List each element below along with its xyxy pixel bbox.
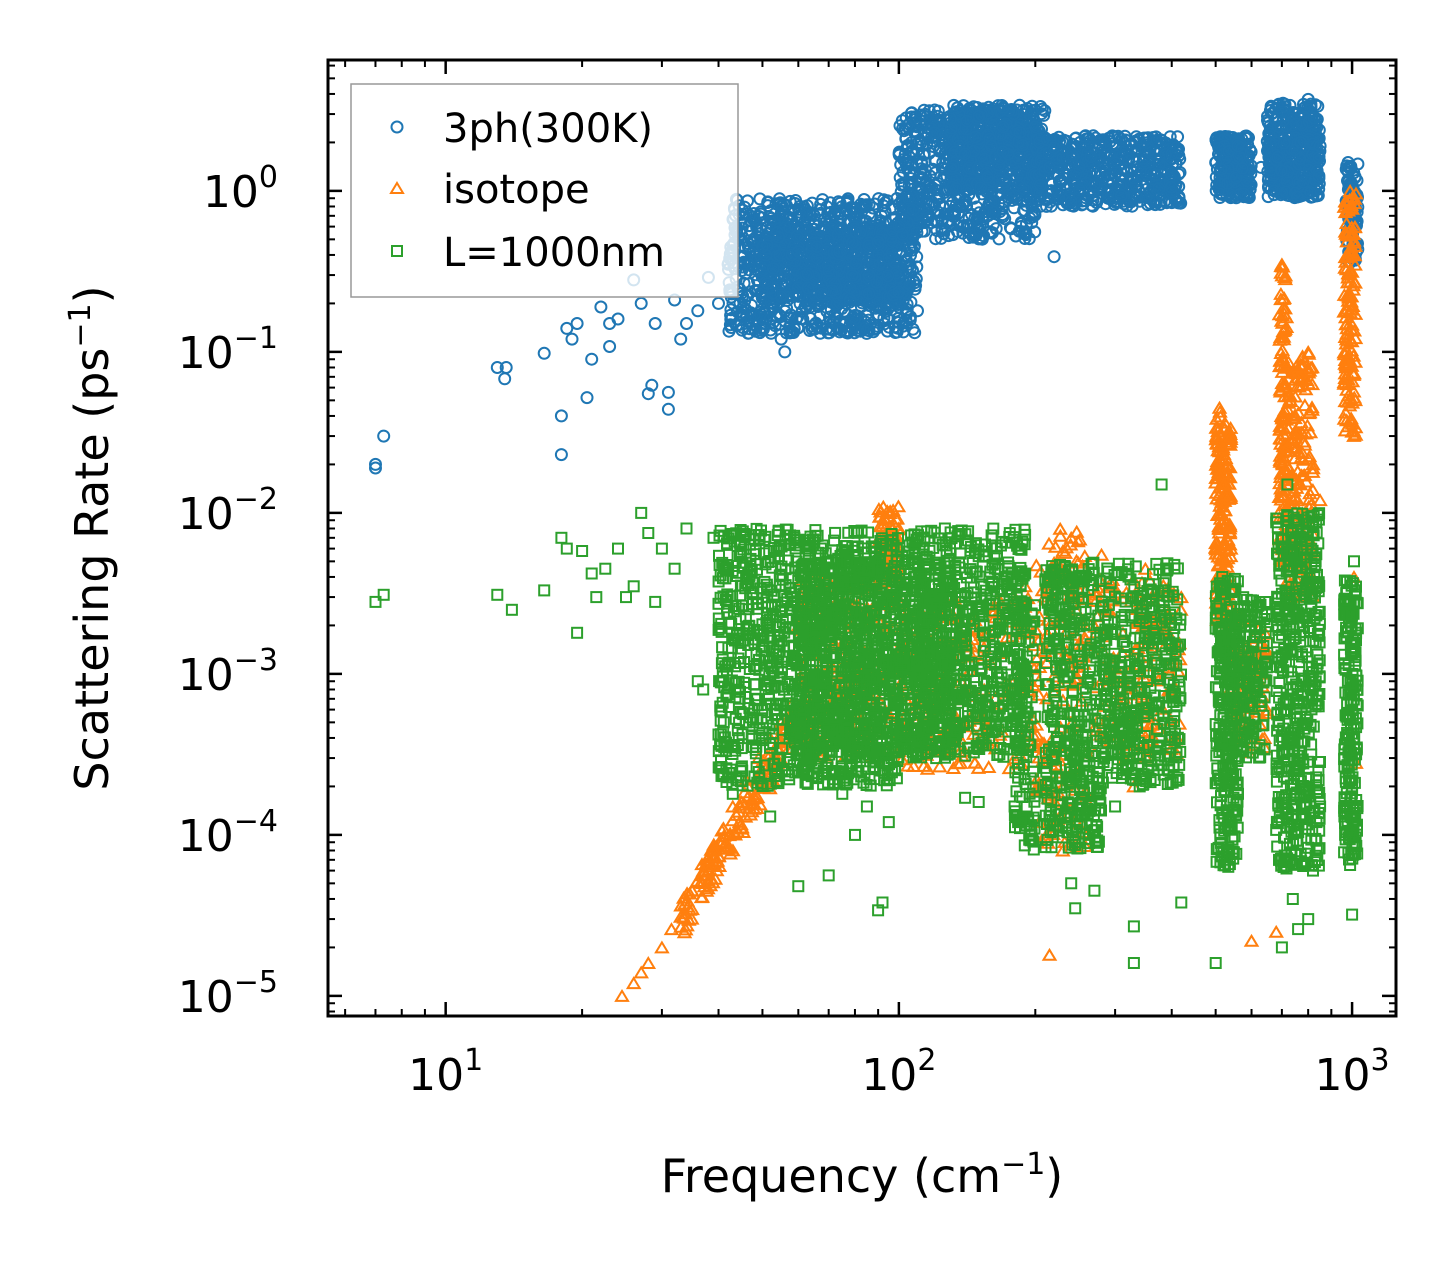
data-point-3ph300k-745: [908, 326, 922, 340]
data-point-3ph300k-1035: [780, 290, 794, 304]
data-point-3ph300k-861: [858, 321, 872, 335]
data-point-3ph300k-1380: [791, 222, 804, 236]
data-point-3ph300k-860: [743, 285, 757, 299]
data-point-3ph300k-561: [828, 205, 842, 219]
data-point-3ph300k-1387: [892, 285, 906, 299]
data-point-3ph300k-869: [789, 312, 803, 326]
data-point-3ph300k-1393: [862, 286, 876, 300]
data-point-3ph300k-789: [853, 321, 867, 335]
data-point-3ph300k-879: [735, 305, 749, 319]
data-point-3ph300k-804: [848, 312, 861, 326]
data-point-3ph300k-1333: [807, 270, 821, 284]
data-point-3ph300k-1273: [808, 288, 822, 302]
data-point-3ph300k-1160: [792, 289, 806, 302]
data-point-3ph300k-785: [900, 316, 914, 330]
data-point-3ph300k-1695: [1007, 201, 1021, 215]
data-point-3ph300k-1394: [815, 287, 829, 301]
data-point-3ph300k-719: [908, 282, 922, 296]
data-point-3ph300k-1348: [870, 275, 884, 289]
data-point-3ph300k-1373: [791, 281, 805, 295]
data-point-3ph300k-799: [753, 192, 767, 206]
data-point-3ph300k-1365: [828, 277, 842, 291]
data-point-3ph300k-1368: [772, 230, 786, 244]
data-point-3ph300k-1331: [805, 239, 819, 253]
data-point-3ph300k-1335: [778, 238, 792, 252]
data-point-3ph300k-1298: [766, 287, 779, 301]
data-point-3ph300k-475: [761, 195, 775, 209]
data-point-3ph300k-1398: [840, 245, 854, 259]
data-point-3ph300k-1384: [766, 262, 780, 275]
data-point-3ph300k-566: [904, 295, 918, 309]
data-point-3ph300k-1323: [848, 238, 862, 252]
data-point-3ph300k-358: [726, 296, 740, 310]
data-point-3ph300k-1389: [801, 267, 815, 281]
data-point-3ph300k-1363: [845, 269, 859, 282]
data-point-3ph300k-1386: [790, 229, 804, 243]
data-point-3ph300k-856: [775, 199, 789, 212]
data-point-3ph300k-880: [814, 206, 828, 220]
data-point-3ph300k-846: [903, 313, 917, 327]
data-point-3ph300k-863: [746, 210, 760, 224]
data-point-3ph300k-874: [860, 323, 874, 337]
data-point-3ph300k-865: [859, 200, 873, 214]
data-point-3ph300k-498: [761, 199, 775, 213]
data-point-3ph300k-840: [844, 201, 858, 214]
data-point-3ph300k-814: [813, 309, 827, 323]
data-point-3ph300k-1375: [783, 220, 797, 234]
data-point-3ph300k-1357: [761, 277, 774, 291]
data-point-3ph300k-795: [857, 198, 871, 212]
data-point-3ph300k-1344: [881, 269, 895, 283]
data-point-3ph300k-864: [839, 324, 852, 338]
data-point-3ph300k-1345: [760, 239, 774, 252]
data-point-3ph300k-833: [821, 326, 835, 340]
data-point-3ph300k-1383: [849, 257, 863, 270]
data-point-3ph300k-831: [741, 326, 755, 340]
data-points-layer: [369, 92, 1365, 1002]
data-point-3ph300k-735: [722, 324, 736, 338]
data-point-3ph300k-681: [911, 304, 924, 318]
data-point-3ph300k-1246: [774, 290, 788, 304]
data-point-3ph300k-1381: [834, 222, 848, 236]
data-point-3ph300k-528: [833, 196, 847, 210]
data-point-3ph300k-875: [791, 321, 805, 335]
data-point-3ph300k-1360: [814, 223, 828, 237]
data-point-3ph300k-862: [806, 207, 820, 221]
data-point-3ph300k-791: [843, 206, 857, 220]
data-point-3ph300k-1388: [873, 233, 887, 247]
data-point-3ph300k-1392: [843, 293, 857, 307]
data-point-3ph300k-897: [793, 199, 807, 213]
data-point-3ph300k-823: [872, 308, 886, 322]
data-point-3ph300k-806: [878, 196, 892, 210]
